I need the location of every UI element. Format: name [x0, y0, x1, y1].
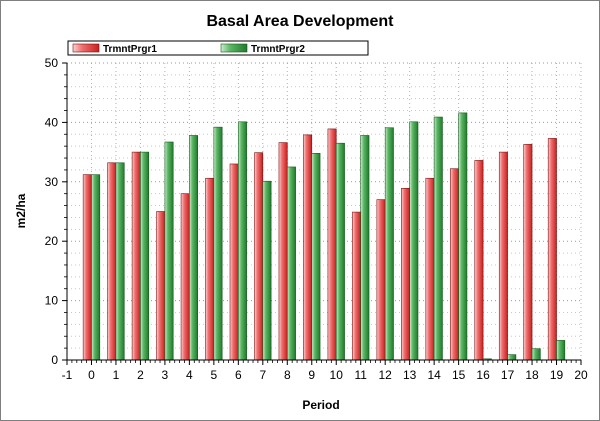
legend-swatch-series1	[72, 43, 100, 53]
bar-series2-period-7	[262, 180, 272, 361]
x-tick-label: 7	[259, 368, 266, 382]
x-tick-label: 0	[88, 368, 95, 382]
y-tick-label: 30	[45, 175, 59, 189]
bar-series1-period-14	[425, 177, 435, 361]
bar-series1-period-11	[352, 211, 362, 361]
bar-series1-period-3	[156, 211, 166, 361]
x-tick-label: 3	[162, 368, 169, 382]
legend-box	[67, 40, 369, 56]
bar-series1-period-19	[547, 138, 557, 361]
y-tick-label: 20	[45, 234, 59, 248]
bar-series2-period-17	[507, 354, 517, 361]
y-tick-label: 10	[45, 294, 59, 308]
bar-series1-period-2	[131, 151, 141, 361]
y-tick-label: 50	[45, 56, 59, 70]
x-tick-label: 19	[550, 368, 564, 382]
chart-title: Basal Area Development	[206, 13, 394, 30]
x-tick-label: 17	[501, 368, 515, 382]
x-tick-label: 12	[379, 368, 393, 382]
x-tick-label: 14	[427, 368, 441, 382]
x-tick-label: 10	[330, 368, 344, 382]
bar-series2-period-18	[531, 348, 541, 361]
x-tick-label: 20	[574, 368, 588, 382]
bar-series2-period-5	[213, 126, 223, 361]
legend-label-series1: TrmntPrgr1	[103, 44, 157, 55]
bar-series1-period-13	[401, 188, 410, 361]
bar-series1-period-12	[376, 199, 386, 361]
bar-series1-period-7	[254, 152, 264, 361]
x-tick-label: 5	[211, 368, 218, 382]
plot-area: -1 0 1 2 3 4 5 6 7 8 9 10 11 12 13 14 15 16 17 18 19 20010203…	[45, 56, 588, 382]
x-tick-label: 18	[525, 368, 539, 382]
bar-series2-period-14	[433, 116, 443, 361]
x-tick-label: 15	[452, 368, 466, 382]
legend-label-series2: TrmntPrgr2	[251, 44, 305, 55]
bar-series2-period-10	[335, 142, 345, 361]
x-tick-label: -1	[62, 368, 73, 382]
bar-series2-period-11	[360, 135, 370, 361]
bar-series1-period-18	[523, 144, 533, 361]
bar-series2-period-19	[556, 340, 566, 361]
bar-series1-period-0	[82, 174, 92, 361]
x-tick-label: 16	[476, 368, 490, 382]
bar-series2-period-0	[91, 174, 101, 361]
bar-series1-period-17	[498, 151, 508, 361]
y-tick-label: 40	[45, 115, 59, 129]
x-axis-label: Period	[302, 398, 339, 412]
x-tick-label: 6	[235, 368, 242, 382]
bar-series1-period-15	[449, 168, 459, 361]
plot-background	[67, 63, 581, 360]
bar-series2-period-3	[164, 141, 174, 361]
y-axis-label: m2/ha	[14, 193, 28, 228]
x-tick-label: 8	[284, 368, 291, 382]
bar-series1-period-9	[303, 134, 313, 361]
x-tick-label: 9	[308, 368, 315, 382]
y-tick-label: 0	[51, 353, 58, 367]
bar-series2-period-6	[238, 121, 247, 361]
bar-series2-period-15	[458, 112, 468, 361]
bar-series2-period-4	[189, 135, 199, 361]
legend-swatch-series2	[220, 43, 248, 53]
bar-series1-period-5	[205, 177, 215, 361]
x-tick-label: 4	[186, 368, 193, 382]
bar-series1-period-1	[107, 162, 117, 361]
bar-series1-period-6	[229, 163, 239, 361]
bar-series1-period-4	[180, 193, 190, 361]
x-tick-label: 11	[354, 368, 367, 382]
bar-series2-period-13	[409, 121, 419, 361]
bar-series2-period-9	[311, 152, 321, 361]
bar-series2-period-1	[115, 162, 125, 361]
x-tick-label: 1	[113, 368, 120, 382]
bar-series1-period-8	[278, 142, 288, 361]
bar-series2-period-12	[384, 127, 394, 361]
bar-series1-period-16	[474, 160, 484, 361]
x-tick-label: 13	[403, 368, 417, 382]
bar-series1-period-10	[327, 128, 337, 361]
legend: TrmntPrgr1 TrmntPrgr2	[67, 40, 369, 56]
x-tick-label: 2	[137, 368, 144, 382]
bar-series2-period-8	[286, 166, 296, 361]
bar-series2-period-2	[140, 151, 150, 361]
